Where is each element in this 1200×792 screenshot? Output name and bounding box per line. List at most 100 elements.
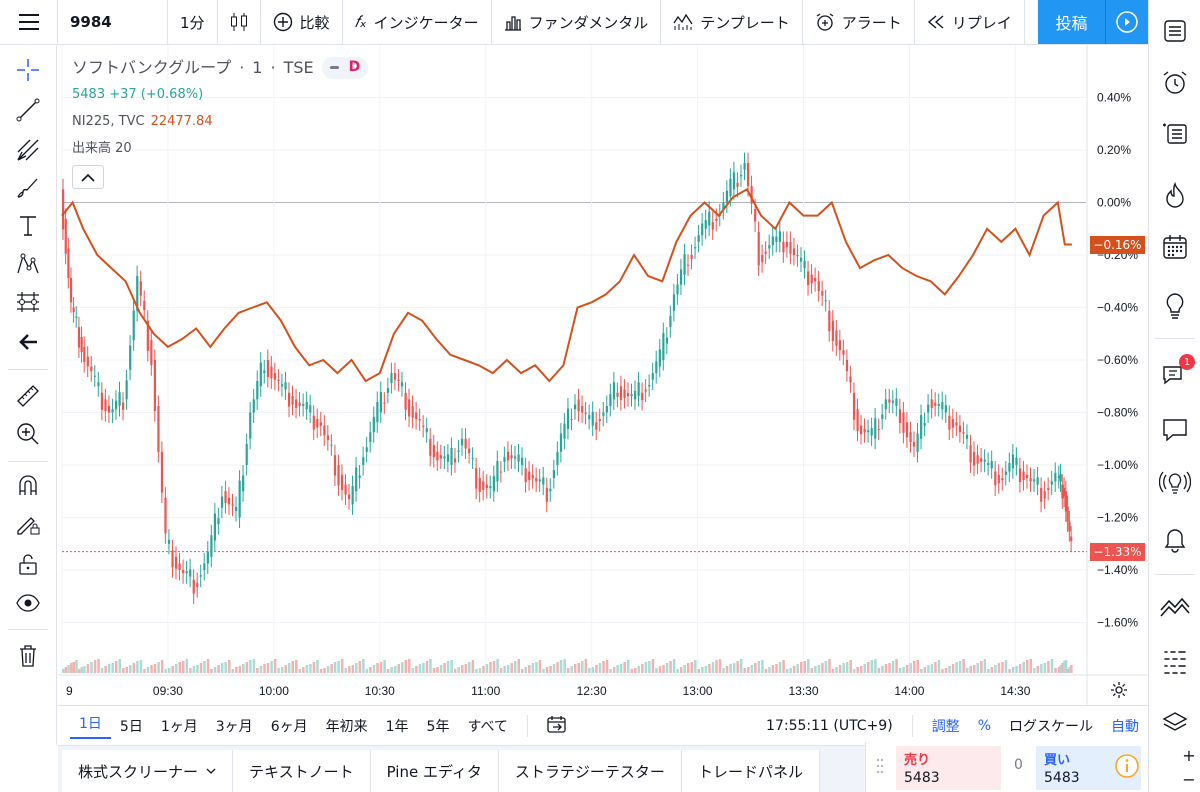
volume-bar [566,668,570,673]
alarm-clock-icon [1163,71,1187,94]
candle-body [75,316,78,318]
order-panel-button[interactable] [1157,592,1193,626]
range-1d[interactable]: 1日 [70,713,111,739]
templates-button[interactable]: テンプレート [661,0,803,44]
range-6m[interactable]: 6ヶ月 [270,718,308,735]
candle-body [817,281,820,292]
tab-trading-panel[interactable]: トレードパネル [681,750,820,792]
tab-strategy-tester[interactable]: ストラテジーテスター [498,750,682,792]
tab-screener[interactable]: 株式スクリーナー [62,750,234,792]
zoom-plus-button[interactable]: + [1182,746,1196,765]
range-5y[interactable]: 5年 [426,718,450,735]
symbol-search[interactable]: 9984 [58,0,168,44]
trendline-tool[interactable] [10,95,46,125]
range-5d[interactable]: 5日 [119,718,143,735]
candle-body [584,412,587,414]
brush-tool[interactable] [10,173,46,203]
post-button[interactable]: 投稿 [1038,0,1106,44]
range-1y[interactable]: 1年 [385,718,409,735]
zoom-tool[interactable] [10,419,46,449]
forecast-tool[interactable] [10,287,46,317]
chats-button[interactable]: 1 [1157,354,1195,392]
candle-body [870,428,873,436]
indicators-button[interactable]: 𝑓ₓ インジケーター [343,0,492,44]
data-window-button[interactable] [1157,116,1193,150]
ideas-button[interactable] [1157,288,1193,322]
legend-volume-row[interactable]: 出来高 20 [72,141,132,156]
measure-tool[interactable] [10,381,46,411]
volume-bar [799,662,803,673]
volume-bar [365,669,369,673]
back-arrow-tool[interactable] [10,327,46,357]
candle-body [609,394,612,406]
menu-button[interactable] [0,0,58,44]
volume-bar [136,661,139,673]
pattern-tool[interactable] [10,249,46,279]
volume-bar [581,661,584,673]
zoom-minus-button[interactable]: − [1182,770,1196,789]
auto-scale-toggle[interactable]: 自動 [1111,718,1139,735]
interval-button[interactable]: 1分 [168,0,218,44]
messages-button[interactable] [1157,412,1193,446]
text-tool[interactable] [10,211,46,241]
candle-body [877,428,880,430]
range-ytd[interactable]: 年初来 [325,718,368,735]
legend-collapse-button[interactable] [72,165,104,189]
lock-all-tool[interactable] [10,549,46,579]
tab-pine-editor[interactable]: Pine エディタ [370,750,499,792]
percent-toggle[interactable]: % [977,717,991,734]
volume-bar [955,662,958,673]
magnet-tool[interactable] [10,471,46,501]
help-button[interactable] [1113,752,1141,780]
replay-button[interactable]: リプレイ [915,0,1025,44]
range-3m[interactable]: 3ヶ月 [215,718,253,735]
candle-body [150,340,153,366]
volume-bar [1018,664,1022,673]
compare-button[interactable]: 比較 [261,0,343,44]
chart-pane[interactable]: 0.40% 0.20% 0.00% −0.20% −0.40% −0.60% −0.80% −… [58,45,1148,705]
publish-play-button[interactable] [1106,0,1148,44]
hotlists-button[interactable] [1157,178,1193,212]
goto-date-button[interactable] [538,715,576,737]
volume-bar [651,659,655,673]
calendar-button[interactable] [1157,230,1193,264]
chart-type-button[interactable] [218,0,261,44]
streams-button[interactable] [1157,466,1193,500]
right-sidebar: 1 + − [1115,0,1200,792]
legend-compare-row[interactable]: NI225, TVC 22477.84 [72,108,368,135]
fundamentals-button[interactable]: ファンダメンタル [492,0,662,44]
adjust-toggle[interactable]: 調整 [931,718,960,735]
visibility-tool[interactable] [10,588,46,618]
drag-handle[interactable] [876,758,884,774]
sell-button[interactable]: 売り 5483 [896,746,1001,790]
volume-bar [764,669,768,673]
fib-tool[interactable] [10,135,46,165]
range-all[interactable]: すべて [467,718,508,735]
clock-timezone[interactable]: 17:55:11 (UTC+9) [766,717,893,734]
candle-body [97,382,100,387]
alerts-panel-button[interactable] [1157,66,1193,100]
lock-drawing-tool[interactable] [10,509,46,539]
range-1m[interactable]: 1ヶ月 [160,718,198,735]
time-axis-settings[interactable] [1106,678,1132,702]
volume-bar [715,660,718,673]
log-scale-toggle[interactable]: ログスケール [1009,718,1093,735]
legend-status-pill[interactable]: D [321,56,369,79]
volume-bar [1063,661,1066,673]
volume-bar [164,669,167,673]
candle-body [528,471,531,481]
layers-button[interactable] [1157,706,1193,740]
volume-bar [669,661,672,673]
candle-body [1059,474,1062,482]
notifications-button[interactable] [1157,522,1193,556]
volume-bar [891,661,895,673]
alert-button[interactable]: アラート [803,0,915,44]
crosshair-tool[interactable] [10,55,46,85]
dom-button[interactable] [1157,644,1193,678]
watchlist-button[interactable] [1157,14,1193,48]
tab-text-notes[interactable]: テキストノート [233,750,371,792]
tool-separator [8,629,48,630]
chart-canvas[interactable]: 0.40%0.20%0.00%−0.20%−0.40%−0.60%−0.80%−… [58,45,1148,705]
delete-tool[interactable] [10,641,46,671]
volume-bar [400,662,404,673]
